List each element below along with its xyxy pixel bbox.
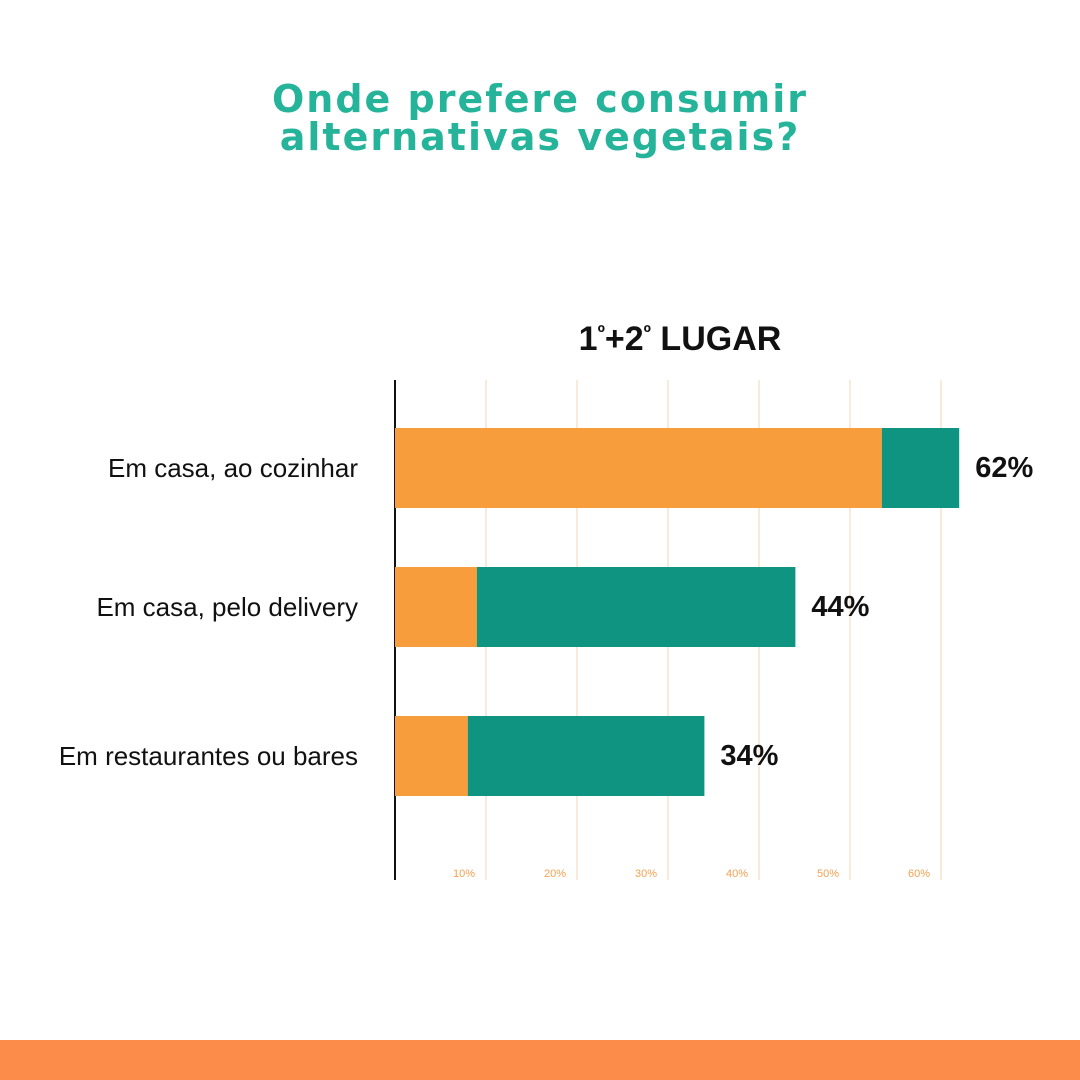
- category-label: Em casa, ao cozinhar: [108, 453, 358, 483]
- x-tick-label: 30%: [635, 868, 657, 880]
- bar-total-label: 62%: [975, 452, 1033, 484]
- chart-subtitle: 1º+2º LUGAR: [579, 320, 782, 358]
- bar-segment-orange: [395, 567, 477, 647]
- bar-total-label: 34%: [720, 740, 778, 772]
- bar-segment-teal: [476, 567, 796, 647]
- bar-segment-teal: [881, 428, 960, 508]
- category-label: Em restaurantes ou bares: [59, 741, 358, 771]
- bar-segment-teal: [467, 716, 705, 796]
- x-tick-label: 10%: [453, 868, 475, 880]
- x-tick-label: 50%: [817, 868, 839, 880]
- bar-total-label: 44%: [811, 591, 869, 623]
- bar-segment-orange: [395, 428, 882, 508]
- chart-title-line-1: Onde prefere consumir: [271, 77, 809, 121]
- category-label: Em casa, pelo delivery: [96, 592, 358, 622]
- chart-title-line-2: alternativas vegetais?: [279, 115, 801, 159]
- bar-segment-orange: [395, 716, 468, 796]
- x-tick-label: 40%: [726, 868, 748, 880]
- x-tick-label: 20%: [544, 868, 566, 880]
- x-tick-label: 60%: [908, 868, 930, 880]
- footer-band: [0, 1040, 1080, 1080]
